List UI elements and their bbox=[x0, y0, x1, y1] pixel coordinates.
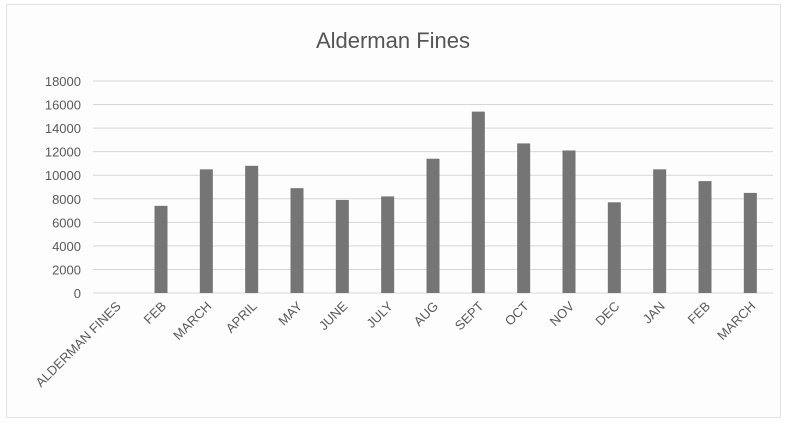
bar bbox=[381, 196, 395, 293]
bar bbox=[471, 111, 485, 293]
y-tick-label: 6000 bbox=[52, 215, 81, 230]
bar bbox=[743, 192, 757, 293]
x-tick-label: ALDERMAN FINES bbox=[32, 298, 124, 390]
bar bbox=[290, 188, 304, 293]
x-tick-label: AUG bbox=[411, 299, 442, 330]
y-tick-label: 8000 bbox=[52, 192, 81, 207]
bar bbox=[517, 143, 531, 293]
bar bbox=[698, 181, 712, 293]
x-tick-label: FEB bbox=[141, 299, 169, 327]
bar bbox=[607, 202, 621, 293]
bar bbox=[426, 158, 440, 293]
bar bbox=[562, 150, 576, 293]
y-tick-label: 0 bbox=[74, 286, 81, 301]
x-tick-label: MARCH bbox=[170, 299, 214, 343]
bar bbox=[245, 165, 259, 293]
y-tick-label: 2000 bbox=[52, 262, 81, 277]
x-tick-label: APRIL bbox=[223, 299, 260, 336]
y-tick-label: 18000 bbox=[45, 74, 81, 89]
x-tick-label: JAN bbox=[640, 299, 668, 327]
bar bbox=[653, 169, 667, 293]
x-tick-label: SEPT bbox=[452, 298, 487, 333]
y-tick-label: 14000 bbox=[45, 121, 81, 136]
x-axis-ticks: ALDERMAN FINES FEB MARCH APRIL MAY JUNE JULY AU… bbox=[32, 298, 758, 390]
y-tick-label: 12000 bbox=[45, 145, 81, 160]
x-tick-label: NOV bbox=[547, 298, 578, 329]
x-tick-label: FEB bbox=[685, 299, 713, 327]
x-tick-label: MAY bbox=[275, 298, 305, 328]
bar bbox=[154, 205, 168, 293]
x-tick-label: JUNE bbox=[316, 298, 351, 333]
y-tick-label: 16000 bbox=[45, 98, 81, 113]
bar bbox=[199, 169, 213, 293]
x-tick-label: JULY bbox=[363, 298, 396, 331]
y-tick-label: 10000 bbox=[45, 168, 81, 183]
y-tick-label: 4000 bbox=[52, 239, 81, 254]
x-tick-label: DEC bbox=[592, 299, 622, 329]
bars bbox=[154, 111, 757, 293]
bar bbox=[335, 199, 349, 293]
x-tick-label: MARCH bbox=[714, 299, 758, 343]
y-axis-ticks: 0 2000 4000 6000 8000 10000 12000 14000 16000 180… bbox=[45, 74, 81, 301]
x-tick-label: OCT bbox=[502, 298, 532, 328]
chart-title: Alderman Fines bbox=[316, 28, 470, 53]
